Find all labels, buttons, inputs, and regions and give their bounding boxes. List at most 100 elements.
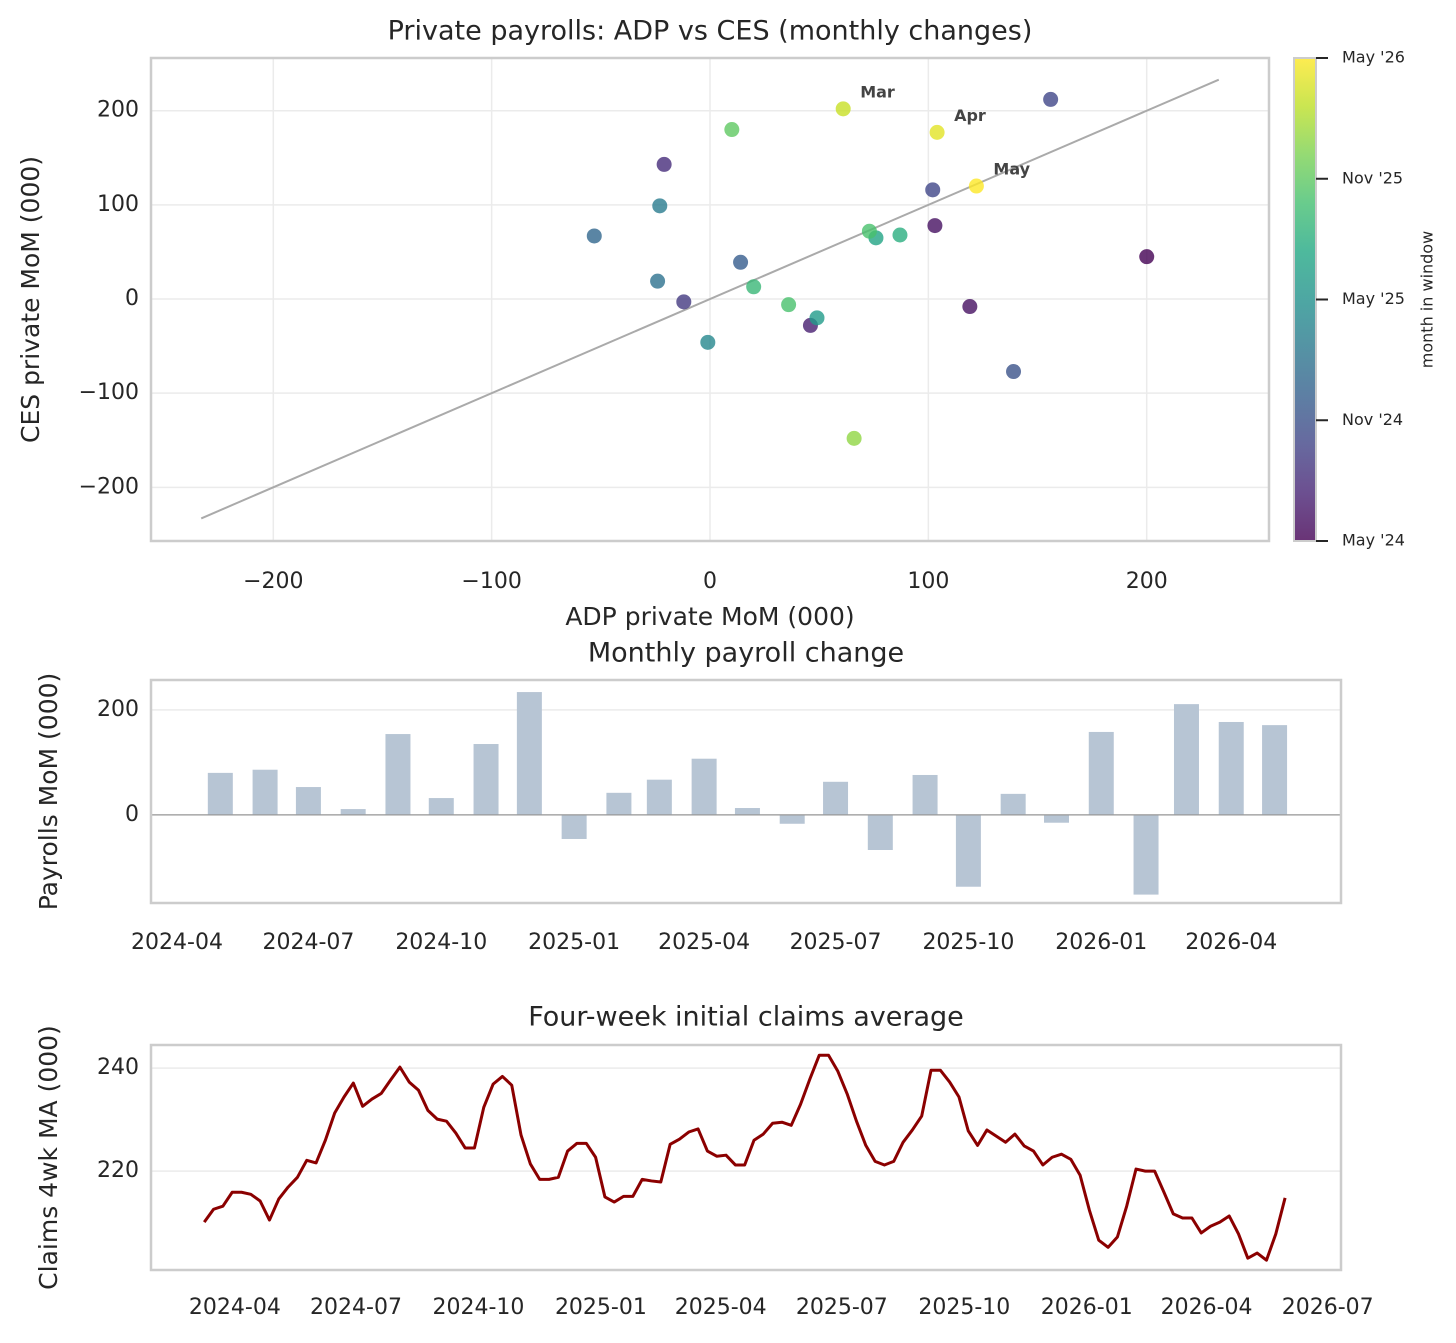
colorbar-tick-label: Nov '25 <box>1342 168 1403 187</box>
colorbar-tick-label: Nov '24 <box>1342 410 1403 429</box>
bar <box>691 758 717 815</box>
point-annotation: Apr <box>954 106 986 125</box>
line-series <box>203 1053 1287 1262</box>
bar <box>340 809 366 815</box>
colorbar-label: month in window <box>1418 231 1437 368</box>
bar <box>867 814 893 851</box>
x-tick-label: 2025-10 <box>922 930 1014 955</box>
x-tick-label: 2026-04 <box>1185 930 1277 955</box>
x-tick-label: 2024-10 <box>395 930 487 955</box>
x-tick-label: 2025-10 <box>918 1295 1010 1320</box>
bar <box>912 774 938 815</box>
scatter-point <box>962 299 978 315</box>
x-tick-label: 0 <box>703 569 717 594</box>
x-tick-label: 2026-04 <box>1161 1295 1253 1320</box>
bar <box>385 734 411 815</box>
scatter-point <box>746 279 762 295</box>
x-tick-label: 2024-04 <box>189 1295 281 1320</box>
bar <box>1088 731 1114 815</box>
y-tick-label: 220 <box>97 1158 139 1183</box>
x-tick-label: 2024-07 <box>310 1295 402 1320</box>
x-tick-label: −100 <box>461 569 521 594</box>
y-tick-label: −100 <box>79 380 139 405</box>
scatter-point <box>861 223 877 239</box>
colorbar-tick-label: May '26 <box>1342 48 1405 67</box>
bar <box>561 814 587 839</box>
bar <box>1000 793 1026 815</box>
bar <box>606 792 632 815</box>
subplot: 0 200 2024-04 2024-07 2024-10 2025-01 2025-04 2… <box>34 638 1343 955</box>
colorbar-tick-label: May '25 <box>1342 289 1405 308</box>
bar <box>1173 704 1199 815</box>
scatter-point <box>809 310 825 326</box>
scatter-point <box>700 334 716 350</box>
bar <box>823 781 849 815</box>
scatter-point <box>781 297 797 313</box>
bar <box>1218 721 1244 815</box>
scatter-point <box>929 124 945 140</box>
y-tick-label: 0 <box>125 802 139 827</box>
bar <box>1133 814 1159 895</box>
scatter-point <box>835 101 851 117</box>
x-tick-label: 2024-07 <box>262 930 354 955</box>
scatter-point <box>586 228 602 244</box>
y-axis-label: CES private MoM (000) <box>16 156 45 443</box>
colorbar-tick-label: May '24 <box>1342 531 1405 550</box>
scatter-point <box>1006 364 1022 380</box>
x-tick-label: 2025-01 <box>528 930 620 955</box>
scatter-point <box>927 218 943 234</box>
scatter-point <box>656 156 672 172</box>
y-tick-label: 240 <box>97 1055 139 1080</box>
colorbar <box>1293 57 1317 542</box>
x-tick-label: 2025-04 <box>675 1295 767 1320</box>
bar <box>955 814 981 887</box>
y-tick-label: 200 <box>97 98 139 123</box>
subplot: 220 240 2024-04 2024-07 2024-10 2025-01 2025-0… <box>34 1002 1374 1321</box>
x-tick-label: 200 <box>1126 569 1168 594</box>
scatter-point <box>846 430 862 446</box>
bar <box>1043 814 1069 823</box>
y-tick-label: −200 <box>79 474 139 499</box>
x-tick-label: 2026-07 <box>1282 1295 1374 1320</box>
scatter-point <box>1139 249 1155 265</box>
y-axis-label: Claims 4wk MA (000) <box>34 1025 63 1290</box>
x-axis-label: ADP private MoM (000) <box>565 602 854 631</box>
y-tick-label: 200 <box>97 697 139 722</box>
subplot-title: Private payrolls: ADP vs CES (monthly ch… <box>388 16 1033 47</box>
subplot: −200 −100 0 100 200 −200 −100 0 100 200 Private pa… <box>16 16 1437 632</box>
point-annotation: Mar <box>860 82 895 101</box>
bar <box>428 798 454 815</box>
x-tick-label: 100 <box>907 569 949 594</box>
x-tick-label: 2025-07 <box>796 1295 888 1320</box>
scatter-point <box>650 273 666 289</box>
subplot-title: Four-week initial claims average <box>528 1002 964 1033</box>
x-tick-label: 2026-01 <box>1055 930 1147 955</box>
y-tick-label: 0 <box>125 286 139 311</box>
scatter-point <box>724 122 740 138</box>
scatter-point <box>1043 91 1059 107</box>
bar <box>252 769 278 815</box>
reference-line <box>200 78 1220 520</box>
axes-frame <box>149 678 1343 905</box>
x-tick-label: 2024-04 <box>131 930 223 955</box>
x-tick-label: 2025-01 <box>555 1295 647 1320</box>
y-axis-label: Payrolls MoM (000) <box>34 673 63 911</box>
point-annotation: May <box>993 160 1030 179</box>
x-tick-label: 2026-01 <box>1041 1295 1133 1320</box>
x-tick-label: 2025-07 <box>790 930 882 955</box>
bar <box>734 808 760 815</box>
bar <box>295 787 321 815</box>
bar <box>1262 725 1288 815</box>
x-tick-label: 2025-04 <box>658 930 750 955</box>
x-tick-label: −200 <box>243 569 303 594</box>
scatter-point <box>968 178 984 194</box>
scatter-point <box>733 254 749 270</box>
scatter-point <box>676 294 692 310</box>
bar <box>779 814 805 824</box>
axes-frame <box>149 56 1271 543</box>
scatter-point <box>892 227 908 243</box>
scatter-point <box>652 198 668 214</box>
scatter-point <box>925 182 941 198</box>
y-tick-label: 100 <box>97 192 139 217</box>
